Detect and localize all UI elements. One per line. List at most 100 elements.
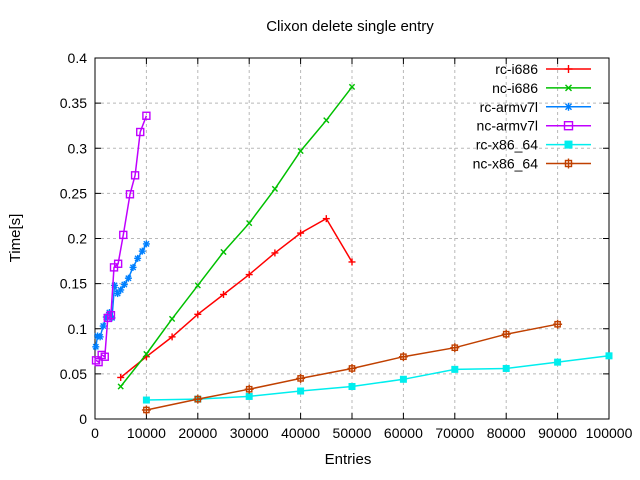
legend-label: rc-x86_64	[476, 137, 538, 153]
series-marker-cross	[117, 383, 124, 390]
marker-stroke	[143, 350, 150, 358]
marker-stroke	[348, 383, 356, 391]
series-rc-armv7l	[92, 240, 150, 351]
series-marker-boxplus	[296, 373, 306, 383]
marker-stroke	[136, 127, 145, 137]
series-marker-boxplus	[244, 384, 254, 394]
y-tick-label: 0.05	[60, 366, 87, 382]
series-marker-square-open	[142, 111, 151, 120]
x-tick-label: 40000	[281, 425, 320, 441]
series-marker-cross	[143, 350, 150, 358]
marker-stroke	[129, 264, 137, 271]
series-marker-cross	[246, 220, 253, 227]
marker-stroke	[502, 330, 510, 338]
marker-stroke	[564, 140, 573, 149]
series-marker-square-filled	[297, 387, 305, 395]
series-marker-cross	[323, 117, 330, 124]
marker-stroke	[245, 385, 253, 393]
series-marker-square-open	[119, 230, 128, 240]
series-marker-asterisk	[564, 102, 573, 111]
marker-stroke	[271, 185, 279, 192]
series-marker-square-open	[100, 352, 109, 361]
marker-stroke	[297, 387, 305, 395]
x-tick-label: 100000	[586, 425, 633, 441]
y-tick-label: 0.4	[68, 50, 88, 66]
series-marker-square-open	[563, 120, 574, 131]
x-tick-label: 30000	[230, 425, 269, 441]
marker-stroke	[125, 190, 135, 199]
series-marker-square-filled	[348, 383, 356, 391]
marker-stroke	[125, 275, 132, 282]
series-marker-asterisk	[120, 281, 128, 289]
x-tick-label: 80000	[487, 425, 526, 441]
series-nc-armv7l	[91, 111, 151, 367]
x-tick-label: 50000	[333, 425, 372, 441]
chart-title: Clixon delete single entry	[266, 18, 434, 35]
series-marker-cross	[271, 185, 279, 192]
series-marker-square-open	[130, 171, 140, 180]
x-tick-label: 20000	[178, 425, 217, 441]
marker-stroke	[297, 375, 304, 382]
marker-stroke	[117, 383, 124, 390]
x-tick-label: 10000	[127, 425, 166, 441]
series-marker-plus	[117, 373, 125, 381]
marker-stroke	[142, 111, 151, 120]
legend-item-rc-i686: rc-i686	[495, 61, 591, 77]
series-marker-cross	[565, 84, 572, 92]
legend-label: nc-i686	[492, 80, 538, 96]
marker-stroke	[121, 281, 128, 288]
legend-label: rc-armv7l	[480, 99, 538, 115]
marker-stroke	[106, 311, 116, 320]
series-marker-plus	[297, 229, 305, 237]
marker-stroke	[100, 352, 109, 361]
series-marker-cross	[297, 147, 304, 155]
y-tick-label: 0.3	[68, 140, 88, 156]
series-marker-plus	[194, 310, 202, 318]
series-line	[95, 243, 148, 347]
marker-stroke	[554, 358, 562, 366]
series-marker-plus	[322, 215, 330, 223]
marker-stroke	[297, 147, 304, 155]
marker-stroke	[451, 365, 459, 373]
marker-stroke	[117, 286, 124, 294]
marker-stroke	[605, 352, 613, 360]
series-marker-boxplus	[553, 319, 563, 329]
series-marker-asterisk	[96, 333, 104, 341]
marker-stroke	[246, 220, 253, 227]
series-marker-boxplus	[398, 352, 408, 362]
legend-label: nc-armv7l	[477, 118, 538, 134]
series-marker-asterisk	[124, 274, 132, 282]
legend-item-nc-i686: nc-i686	[492, 80, 591, 96]
series-marker-square-open	[125, 190, 135, 199]
series-marker-asterisk	[99, 322, 107, 330]
series-marker-plus	[348, 258, 356, 266]
marker-stroke	[502, 364, 510, 372]
x-axis-label: Entries	[325, 451, 372, 468]
series-marker-square-open	[113, 259, 123, 268]
y-tick-label: 0.35	[60, 95, 87, 111]
series-marker-cross	[168, 315, 176, 322]
y-axis-label: Time[s]	[7, 214, 24, 263]
marker-stroke	[94, 332, 101, 340]
marker-stroke	[554, 320, 561, 328]
x-tick-label: 60000	[384, 425, 423, 441]
series-line	[146, 355, 610, 401]
y-tick-label: 0.2	[68, 231, 88, 247]
marker-stroke	[323, 117, 330, 124]
x-tick-label: 0	[91, 425, 99, 441]
series-line	[120, 86, 353, 387]
plot-area: 0 10000 20000 30000 40000 50000 60000 70000 8000…	[60, 50, 633, 441]
series-marker-boxplus	[193, 394, 203, 404]
marker-stroke	[97, 333, 104, 340]
marker-stroke	[565, 84, 572, 92]
series-marker-asterisk	[92, 343, 100, 351]
series-marker-square-filled	[502, 364, 510, 372]
series-marker-square-filled	[554, 358, 562, 366]
marker-stroke	[143, 240, 150, 248]
x-tick-label: 90000	[538, 425, 577, 441]
x-tick-label: 70000	[435, 425, 474, 441]
series-marker-square-filled	[399, 375, 407, 383]
series-marker-square-filled	[142, 396, 150, 404]
series-marker-plus	[564, 65, 573, 73]
